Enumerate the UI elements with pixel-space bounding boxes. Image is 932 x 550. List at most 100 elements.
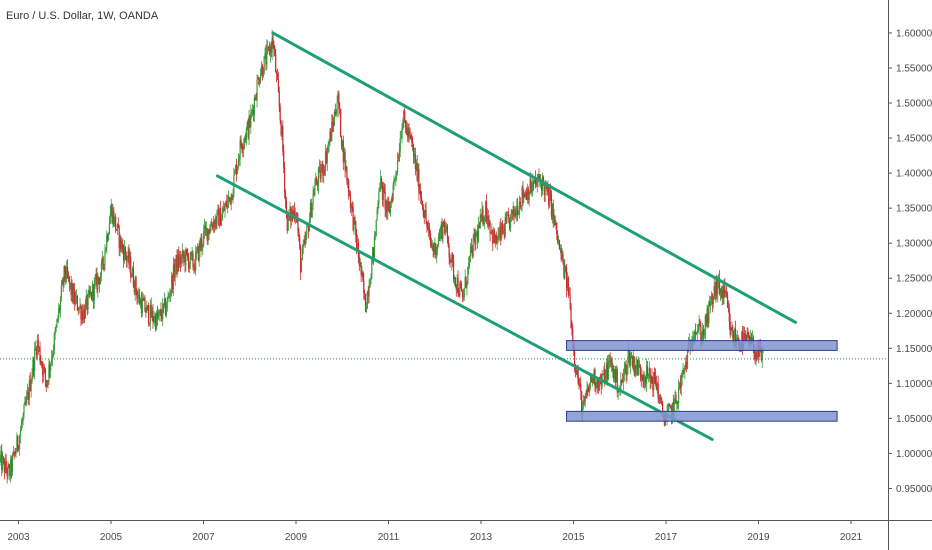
- candle-body: [482, 209, 484, 225]
- candle-body: [268, 46, 270, 48]
- candle-body: [248, 116, 250, 138]
- candle-body: [734, 328, 737, 343]
- candle-body: [468, 262, 470, 267]
- candle: [27, 387, 30, 406]
- candle: [640, 367, 642, 387]
- candle: [378, 187, 380, 209]
- support-zone[interactable]: [566, 410, 838, 422]
- candle: [588, 385, 590, 393]
- candle-body: [191, 253, 193, 255]
- candle: [197, 245, 199, 262]
- candle-body: [249, 116, 251, 127]
- candle-body: [650, 375, 652, 382]
- candle: [20, 418, 22, 432]
- candle: [500, 218, 502, 246]
- candle-body: [612, 365, 614, 372]
- resistance-zone[interactable]: [566, 340, 838, 351]
- candle: [454, 276, 456, 288]
- candle-body: [45, 379, 47, 387]
- candle: [614, 365, 617, 387]
- candle-body: [273, 45, 275, 49]
- candle-body: [211, 224, 213, 226]
- candle-body: [622, 375, 625, 382]
- candle: [331, 114, 333, 142]
- candle: [514, 208, 516, 218]
- candle: [141, 291, 143, 317]
- candle: [115, 228, 118, 231]
- candle: [267, 40, 269, 54]
- candle-body: [120, 236, 122, 249]
- drawing-annotations[interactable]: [215, 31, 838, 441]
- candle: [478, 221, 480, 229]
- candle: [90, 286, 92, 297]
- candle-body: [588, 390, 590, 392]
- x-tick-label: 2017: [655, 532, 678, 543]
- y-tick-label: 1.40000: [896, 169, 932, 180]
- candle: [575, 367, 577, 375]
- candle-body: [6, 470, 8, 476]
- candle-body: [620, 380, 622, 391]
- candle-body: [3, 459, 6, 473]
- candle: [417, 163, 419, 187]
- candle: [621, 379, 623, 386]
- candle: [79, 298, 81, 309]
- candle-body: [522, 187, 524, 199]
- candle: [63, 265, 65, 288]
- candle-body: [351, 203, 353, 207]
- candle: [553, 209, 555, 227]
- candle-body: [406, 127, 408, 135]
- candle: [95, 268, 97, 286]
- candle: [102, 255, 104, 271]
- candle: [442, 221, 444, 244]
- candle: [623, 361, 625, 382]
- candle-body: [394, 178, 396, 180]
- candle: [675, 391, 677, 405]
- candle: [222, 200, 224, 214]
- candle: [89, 285, 91, 299]
- candle-body: [229, 197, 231, 205]
- candle-body: [529, 179, 531, 194]
- candle: [507, 211, 509, 216]
- candle-body: [390, 198, 392, 203]
- candle: [441, 218, 443, 242]
- candle-body: [11, 455, 14, 472]
- candle-body: [180, 257, 183, 264]
- candle: [644, 371, 646, 391]
- candle: [66, 260, 68, 283]
- candle-body: [674, 395, 676, 400]
- candle: [334, 103, 336, 117]
- candle: [603, 365, 605, 382]
- candle: [264, 47, 266, 60]
- candle-body: [497, 235, 499, 242]
- candle: [5, 454, 7, 474]
- candle-body: [712, 296, 714, 305]
- candle: [706, 304, 708, 329]
- candle-body: [1, 451, 3, 471]
- candle-body: [150, 304, 152, 318]
- y-tick-label: 1.50000: [896, 99, 932, 110]
- candle-body: [18, 447, 20, 449]
- candle-body: [433, 249, 435, 252]
- candle-body: [646, 366, 648, 384]
- candle-body: [681, 373, 683, 378]
- upper-channel-line[interactable]: [271, 31, 797, 324]
- candle-body: [682, 370, 684, 374]
- candle: [214, 214, 216, 231]
- candle: [270, 41, 272, 58]
- lower-channel-line[interactable]: [215, 174, 714, 441]
- candle: [170, 289, 172, 302]
- candle: [509, 217, 511, 231]
- x-axis[interactable]: 2003 2005 2007 2009 2011 2013 2015 2017 2019 2021: [7, 520, 863, 543]
- candle: [319, 160, 321, 183]
- candle-body: [2, 457, 4, 471]
- candle: [638, 360, 641, 368]
- y-axis[interactable]: 0.950001.000001.050001.100001.150001.200…: [888, 28, 932, 495]
- candle: [447, 235, 449, 248]
- candle: [171, 273, 174, 294]
- candle-body: [395, 175, 397, 179]
- candle-body: [669, 403, 671, 407]
- candle: [730, 327, 732, 336]
- candle: [398, 143, 400, 163]
